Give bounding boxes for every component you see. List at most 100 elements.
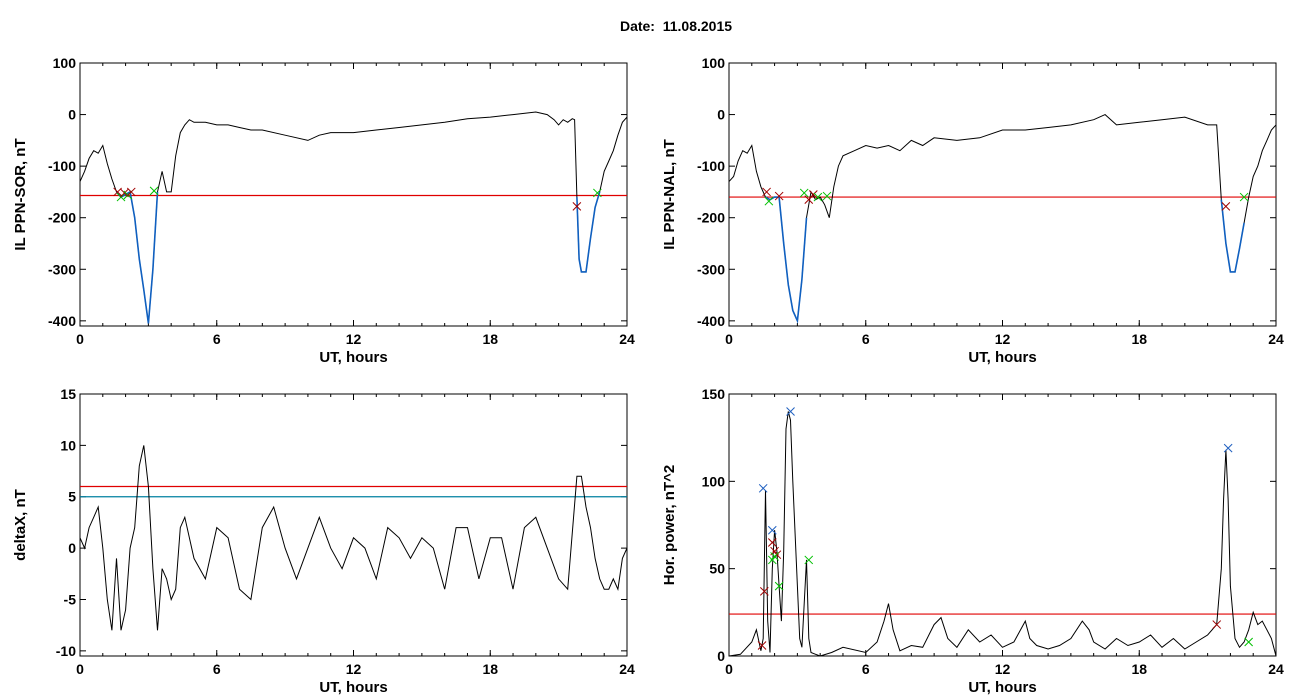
series-line — [765, 196, 808, 324]
x-tick-label: 0 — [725, 331, 733, 347]
marker-stroke — [758, 483, 768, 493]
x-tick-label: 12 — [346, 661, 362, 677]
series-line — [729, 411, 1276, 656]
marker-x — [149, 186, 159, 196]
marker-stroke — [813, 192, 823, 202]
y-tick-label: -5 — [64, 591, 77, 607]
y-tick-label: 0 — [68, 107, 76, 123]
marker-x — [1244, 637, 1254, 647]
series-line — [115, 190, 159, 324]
x-tick-label: 0 — [76, 331, 84, 347]
marker-x — [762, 187, 771, 197]
marker-x — [1221, 202, 1231, 211]
series-line — [1220, 199, 1245, 273]
marker-stroke — [767, 538, 777, 547]
marker-x — [770, 552, 779, 561]
series-line — [729, 114, 1276, 323]
x-tick-label: 18 — [1131, 331, 1147, 347]
marker-x — [758, 483, 768, 493]
plot-area — [80, 445, 627, 631]
marker-stroke — [774, 581, 784, 591]
marker-stroke — [808, 190, 818, 199]
x-axis-label: UT, hours — [319, 679, 387, 696]
marker-x — [813, 192, 823, 202]
marker-stroke — [1212, 620, 1222, 629]
x-tick-label: 18 — [482, 331, 498, 347]
x-tick-label: 18 — [482, 661, 498, 677]
y-tick-label: 0 — [68, 540, 76, 556]
series-line — [576, 191, 601, 273]
panel-deltax: 0 6 12 18 24 15 10 5 0 -5 -10 UT, hours deltaX, nT — [12, 386, 635, 696]
marker-x — [764, 196, 774, 206]
x-tick-label: 24 — [619, 331, 635, 347]
marker-stroke — [126, 187, 136, 197]
y-tick-label: 100 — [702, 55, 726, 71]
x-tick-label: 24 — [1268, 331, 1284, 347]
plot-area — [80, 111, 627, 324]
plot-area — [729, 114, 1276, 324]
x-tick-label: 6 — [862, 661, 870, 677]
marker-stroke — [149, 186, 159, 196]
marker-stroke — [757, 641, 767, 650]
marker-stroke — [1221, 202, 1231, 211]
marker-stroke — [1244, 637, 1254, 647]
marker-stroke — [822, 191, 832, 201]
y-tick-label: 50 — [709, 561, 725, 577]
y-tick-label: 150 — [702, 386, 726, 402]
panel-il-ppn-sor: 0 6 12 18 24 100 0 -100 -200 -300 -400 UT, hours IL … — [12, 55, 635, 366]
y-tick-label: -10 — [56, 643, 76, 659]
x-axis-label: UT, hours — [968, 679, 1036, 696]
series-line — [80, 445, 627, 631]
plot-frame — [79, 62, 628, 327]
y-tick-label: -200 — [697, 210, 725, 226]
panel-hor-power: 0 6 12 18 24 150 100 50 0 UT, hours Hor. power, nT… — [661, 386, 1284, 696]
x-tick-label: 12 — [346, 331, 362, 347]
y-axis-label: IL PPN-NAL, nT — [661, 139, 678, 250]
marker-x — [786, 407, 795, 416]
y-tick-label: -100 — [697, 158, 725, 174]
marker-x — [767, 538, 777, 547]
y-tick-label: -400 — [697, 313, 725, 329]
y-tick-label: 5 — [68, 489, 76, 505]
y-axis-label: deltaX, nT — [12, 489, 29, 561]
marker-x — [759, 587, 769, 596]
y-tick-label: -400 — [48, 313, 76, 329]
y-axis-label: Hor. power, nT^2 — [661, 465, 678, 585]
x-tick-label: 24 — [1268, 661, 1284, 677]
panel-il-ppn-nal: 0 6 12 18 24 100 0 -100 -200 -300 -400 UT, hours IL … — [661, 55, 1284, 366]
marker-stroke — [1239, 192, 1249, 202]
y-tick-label: -200 — [48, 210, 76, 226]
marker-stroke — [770, 552, 779, 561]
x-tick-label: 0 — [725, 661, 733, 677]
y-tick-label: 0 — [717, 107, 725, 123]
x-tick-label: 6 — [213, 661, 221, 677]
marker-x — [1212, 620, 1222, 629]
marker-x — [572, 202, 582, 211]
y-tick-label: 10 — [60, 437, 76, 453]
marker-stroke — [786, 407, 795, 416]
plot-frame — [728, 393, 1277, 657]
figure-title: Date: 11.08.2015 — [619, 18, 733, 34]
marker-x — [774, 581, 784, 591]
marker-stroke — [767, 525, 777, 535]
x-tick-label: 18 — [1131, 661, 1147, 677]
plot-frame — [79, 393, 628, 657]
marker-stroke — [804, 555, 814, 565]
marker-stroke — [762, 187, 771, 197]
marker-x — [1239, 192, 1249, 202]
x-tick-label: 12 — [995, 331, 1011, 347]
y-tick-label: -300 — [697, 261, 725, 277]
marker-x — [799, 188, 809, 198]
y-tick-label: -300 — [48, 261, 76, 277]
x-axis-label: UT, hours — [968, 349, 1036, 366]
marker-x — [126, 187, 136, 197]
y-tick-label: -100 — [48, 158, 76, 174]
x-axis-label: UT, hours — [319, 349, 387, 366]
x-tick-label: 24 — [619, 661, 635, 677]
marker-stroke — [572, 202, 582, 211]
marker-stroke — [759, 587, 769, 596]
x-tick-label: 6 — [213, 331, 221, 347]
y-tick-label: 100 — [702, 473, 726, 489]
marker-x — [822, 191, 832, 201]
y-tick-label: 100 — [53, 55, 77, 71]
